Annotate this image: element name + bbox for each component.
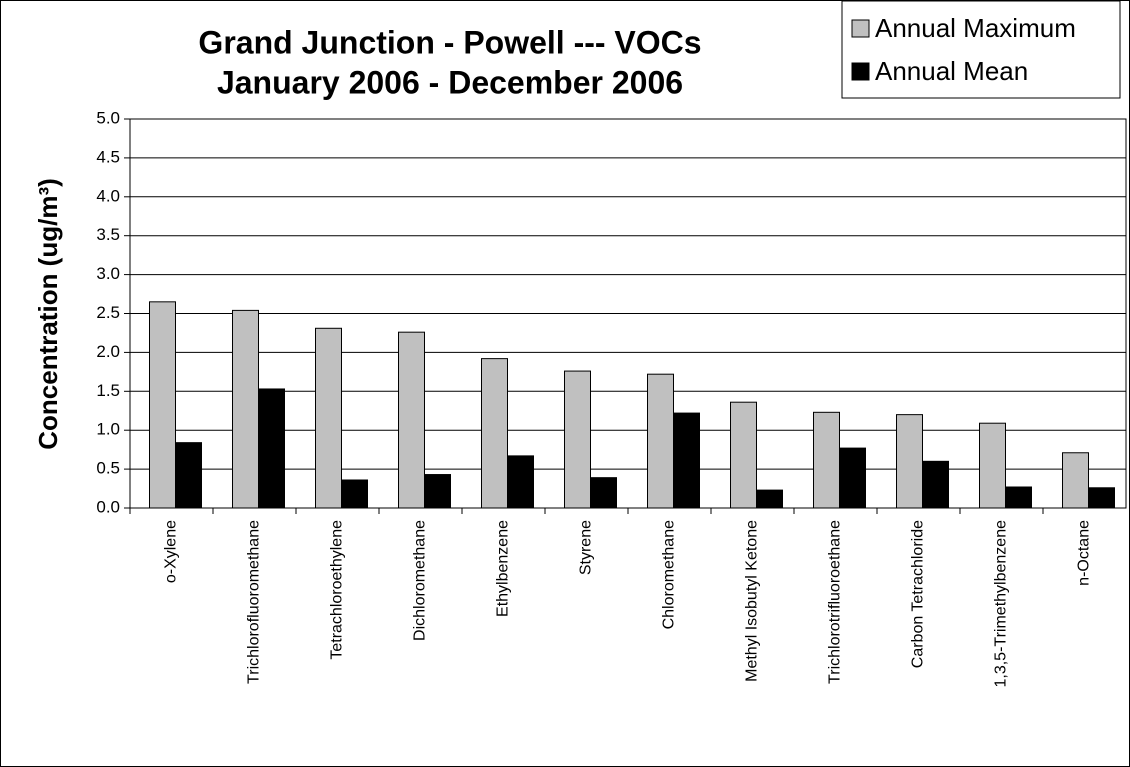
y-tick-label: 2.5 [96,303,120,322]
legend: Annual Maximum Annual Mean [841,0,1121,99]
x-tick-label: Ethylbenzene [495,520,512,617]
y-tick-label: 4.5 [96,147,120,166]
bar [839,447,866,509]
x-tick-label: Styrene [578,520,595,575]
y-tick-label: 0.0 [96,497,120,516]
y-tick-label: 4.0 [96,186,120,205]
bar [922,460,949,509]
bar [315,327,342,509]
x-tick-label: Trichlorotrifluoroethane [827,520,844,684]
bar [979,422,1006,509]
y-tick-label: 1.0 [96,420,120,439]
x-tick-label: Chloromethane [661,520,678,630]
x-tick-label: 1,3,5-Trimethylbenzene [993,520,1010,688]
bar [341,479,368,509]
bar [1005,486,1032,509]
bar [481,358,508,509]
x-tick-label: Dichloromethane [412,520,429,641]
bar [1062,452,1089,509]
bar [564,370,591,509]
y-tick-label: 3.0 [96,264,120,283]
x-tick-label: n-Octane [1076,520,1093,586]
y-tick-label: 1.5 [96,381,120,400]
bar [149,301,176,509]
bar [424,474,451,509]
chart-subtitle: January 2006 - December 2006 [217,64,683,100]
legend-swatch [851,19,870,38]
bar [756,489,783,509]
bar [590,477,617,509]
bar [896,414,923,509]
y-tick-label: 5.0 [96,108,120,127]
bar [232,309,259,509]
x-tick-label: Methyl Isobutyl Ketone [744,520,761,682]
x-tick-label: o-Xylene [163,520,180,583]
legend-label: Annual Mean [875,56,1028,86]
bar [175,442,202,509]
y-tick-label: 3.5 [96,225,120,244]
chart-title: Grand Junction - Powell --- VOCs [198,24,701,60]
legend-box [841,0,1121,99]
bar [647,373,674,509]
y-tick-label: 0.5 [96,459,120,478]
y-axis-label: Concentration (ug/m³) [33,178,63,450]
bar [398,331,425,509]
bar [673,412,700,509]
bar [813,411,840,509]
bar [507,455,534,509]
y-tick-label: 2.0 [96,342,120,361]
bar [258,388,285,509]
legend-swatch [851,62,870,81]
bar [730,401,757,509]
x-tick-label: Trichlorofluoromethane [246,520,263,684]
x-tick-label: Carbon Tetrachloride [910,520,927,668]
legend-label: Annual Maximum [875,13,1076,43]
bar [1088,487,1115,509]
x-tick-label: Tetrachloroethylene [329,520,346,660]
